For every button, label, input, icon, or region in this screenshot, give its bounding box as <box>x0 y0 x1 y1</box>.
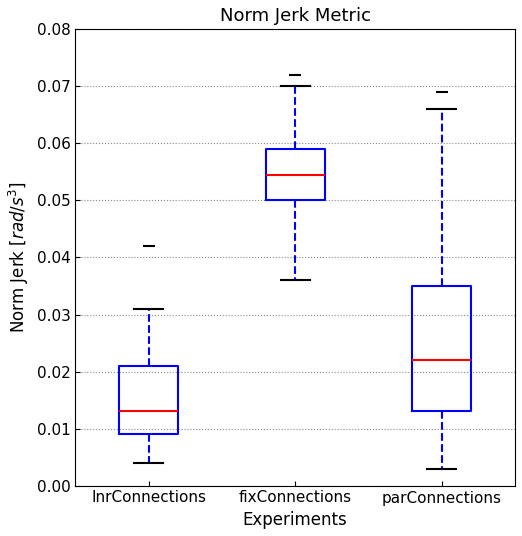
Title: Norm Jerk Metric: Norm Jerk Metric <box>220 7 371 25</box>
X-axis label: Experiments: Experiments <box>243 511 348 529</box>
Y-axis label: Norm Jerk $[rad/s^3]$: Norm Jerk $[rad/s^3]$ <box>7 182 31 333</box>
